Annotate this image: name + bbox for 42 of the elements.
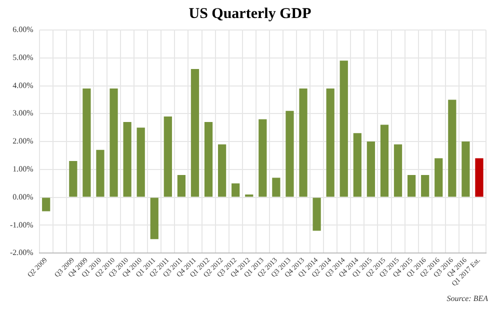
bar (340, 60, 348, 197)
bar (326, 88, 334, 197)
y-tick-label: 0.00% (12, 192, 34, 202)
bar (312, 198, 321, 231)
bar (407, 175, 416, 197)
bar (82, 88, 91, 197)
bar (353, 133, 362, 197)
y-tick-label: 2.00% (12, 136, 34, 146)
bar (286, 110, 294, 197)
bar (123, 122, 132, 197)
y-tick-label: 5.00% (12, 52, 34, 62)
source-note: Source: BEA (446, 294, 488, 303)
bar (150, 198, 158, 240)
bar (42, 198, 50, 212)
bar (204, 122, 213, 197)
bar (299, 88, 308, 197)
bar (434, 158, 443, 197)
y-tick-label: 3.00% (12, 108, 34, 118)
bar (394, 144, 402, 197)
bar (177, 175, 186, 197)
bar (462, 142, 470, 197)
bar (421, 175, 430, 197)
y-tick-label: -2.00% (10, 248, 34, 258)
bar (272, 178, 280, 197)
bar (366, 142, 376, 197)
y-tick-label: -1.00% (10, 220, 34, 230)
bar (475, 158, 484, 197)
bar (448, 100, 456, 197)
bar (136, 128, 145, 197)
chart-title: US Quarterly GDP (188, 6, 312, 23)
y-tick-label: 4.00% (12, 80, 34, 90)
bar (190, 69, 200, 197)
bar (232, 183, 240, 197)
bar (69, 161, 78, 197)
bar (164, 116, 172, 197)
bar (110, 88, 118, 197)
bar (218, 144, 226, 197)
bar (380, 124, 389, 197)
bar (96, 150, 104, 197)
y-tick-label: 1.00% (12, 164, 34, 174)
bar (258, 119, 267, 197)
y-tick-label: 6.00% (12, 25, 34, 34)
